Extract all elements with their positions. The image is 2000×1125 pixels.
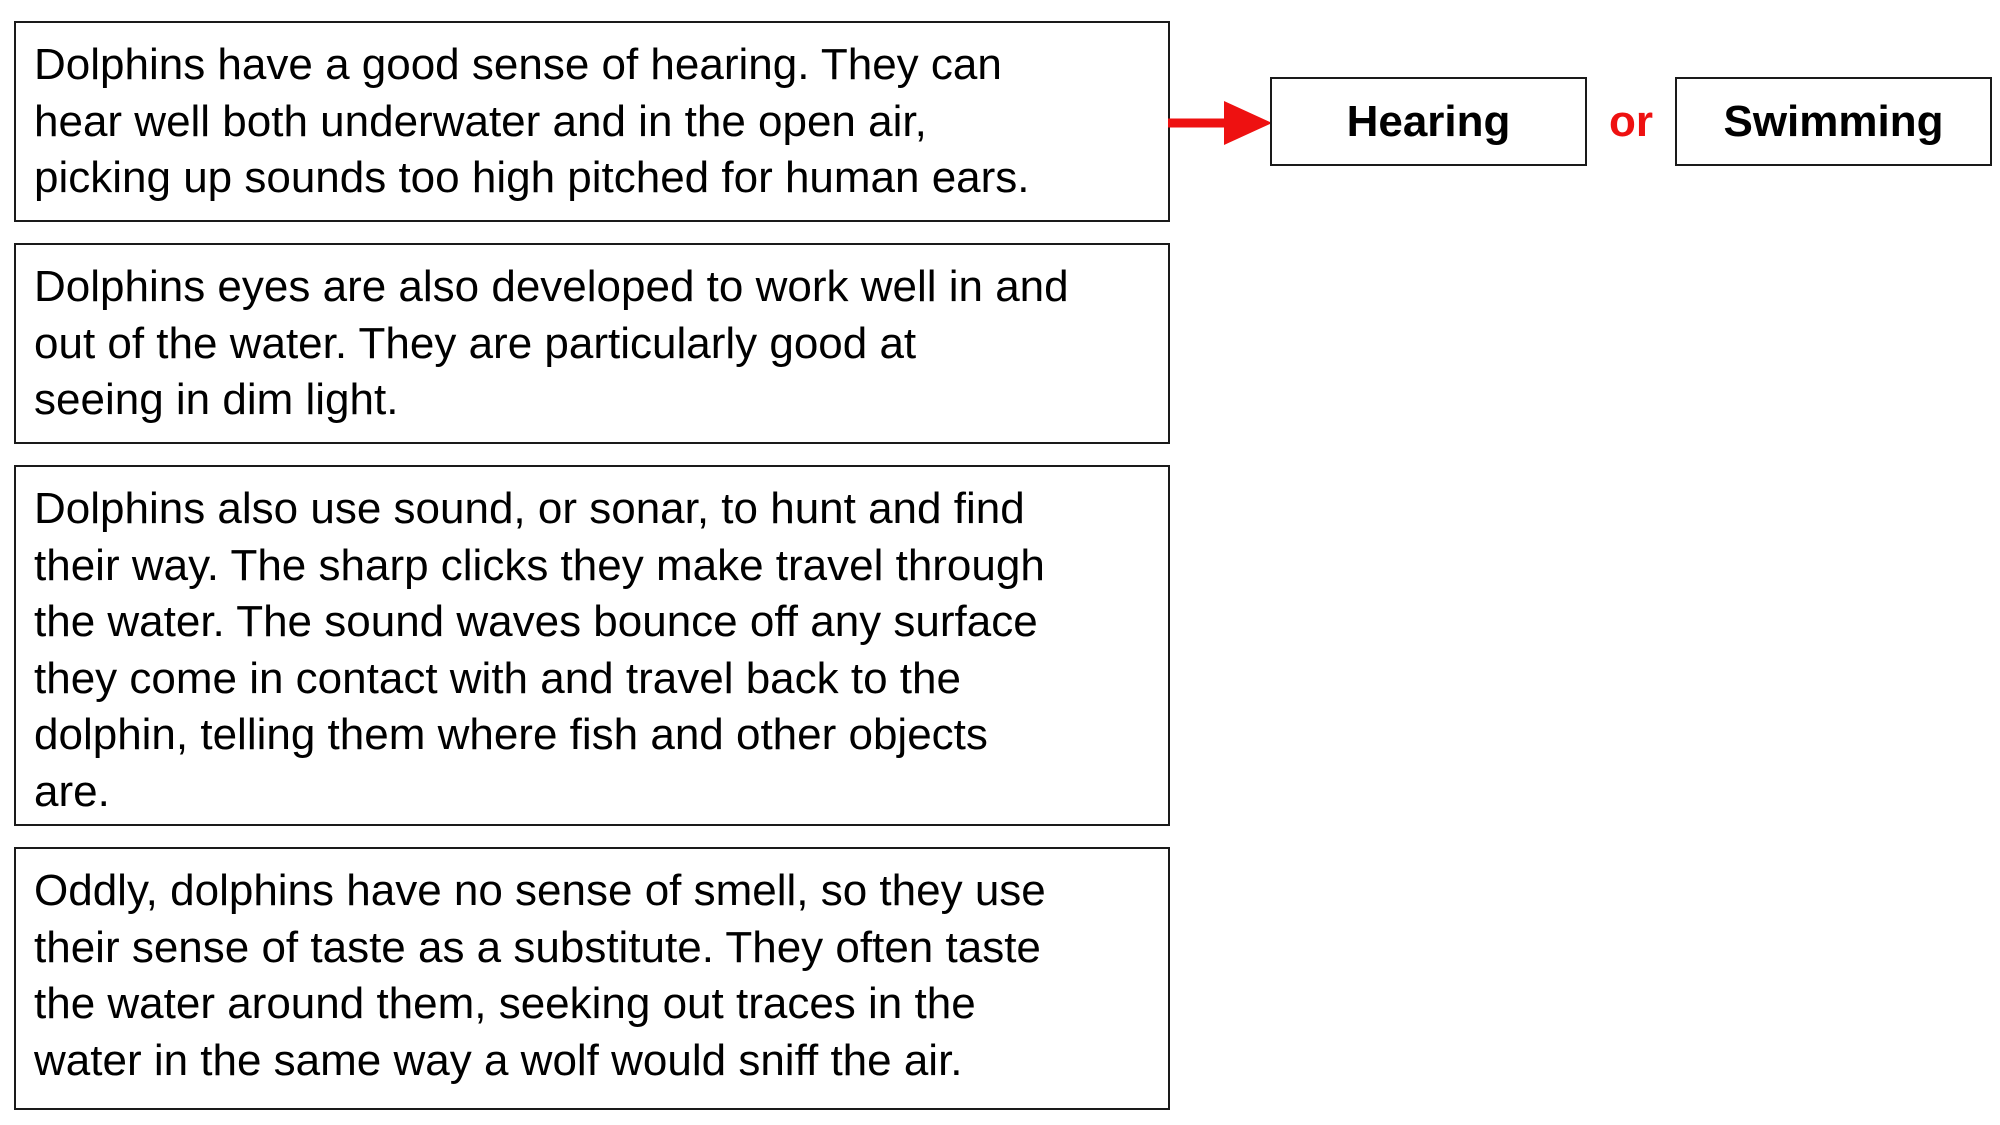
answer-option-hearing[interactable]: Hearing [1270,77,1587,166]
right-arrow-icon [1168,101,1272,145]
answer-option-swimming[interactable]: Swimming [1675,77,1992,166]
passage-hearing: Dolphins have a good sense of hearing. T… [14,21,1170,222]
passage-eyes: Dolphins eyes are also developed to work… [14,243,1170,444]
passage-smell: Oddly, dolphins have no sense of smell, … [14,847,1170,1110]
or-separator: or [1609,96,1653,146]
passage-sonar: Dolphins also use sound, or sonar, to hu… [14,465,1170,826]
